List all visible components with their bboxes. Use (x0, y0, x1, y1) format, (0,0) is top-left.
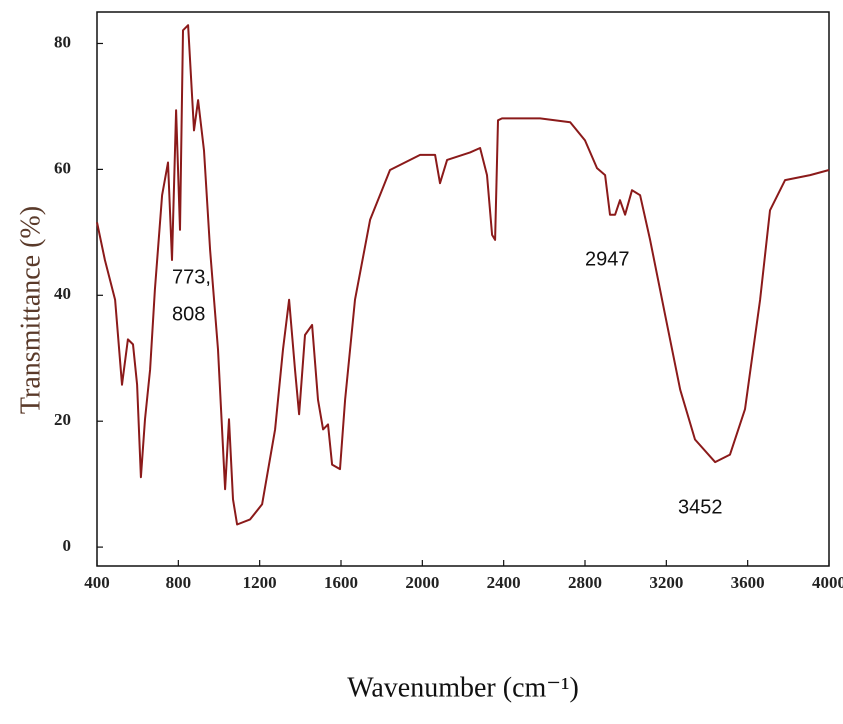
x-tick-label: 3200 (649, 573, 683, 592)
x-tick-label: 400 (84, 573, 110, 592)
plot-frame (96, 11, 830, 567)
peak-annotation: 3452 (678, 496, 723, 518)
y-tick-label: 80 (54, 32, 71, 51)
spectrum-line (96, 24, 830, 526)
x-tick-label: 1600 (324, 573, 358, 592)
x-axis-label: Wavenumber (cm⁻¹) (347, 672, 579, 703)
y-axis-label: Transmittance (%) (15, 206, 46, 414)
y-tick-label: 20 (54, 410, 71, 429)
x-tick-label: 2000 (405, 573, 439, 592)
x-tick-label: 2800 (568, 573, 602, 592)
x-tick-label: 3600 (731, 573, 765, 592)
x-tick-label: 1200 (243, 573, 277, 592)
peak-annotation: 773, (172, 266, 211, 288)
peak-annotation: 2947 (585, 248, 630, 270)
y-tick-label: 0 (63, 536, 72, 555)
peak-annotation: 808 (172, 303, 205, 325)
y-tick-label: 60 (54, 158, 71, 177)
x-tick-label: 2400 (487, 573, 521, 592)
x-tick-label: 4000 (812, 573, 843, 592)
y-tick-label: 40 (54, 284, 71, 303)
x-tick-label: 800 (166, 573, 192, 592)
